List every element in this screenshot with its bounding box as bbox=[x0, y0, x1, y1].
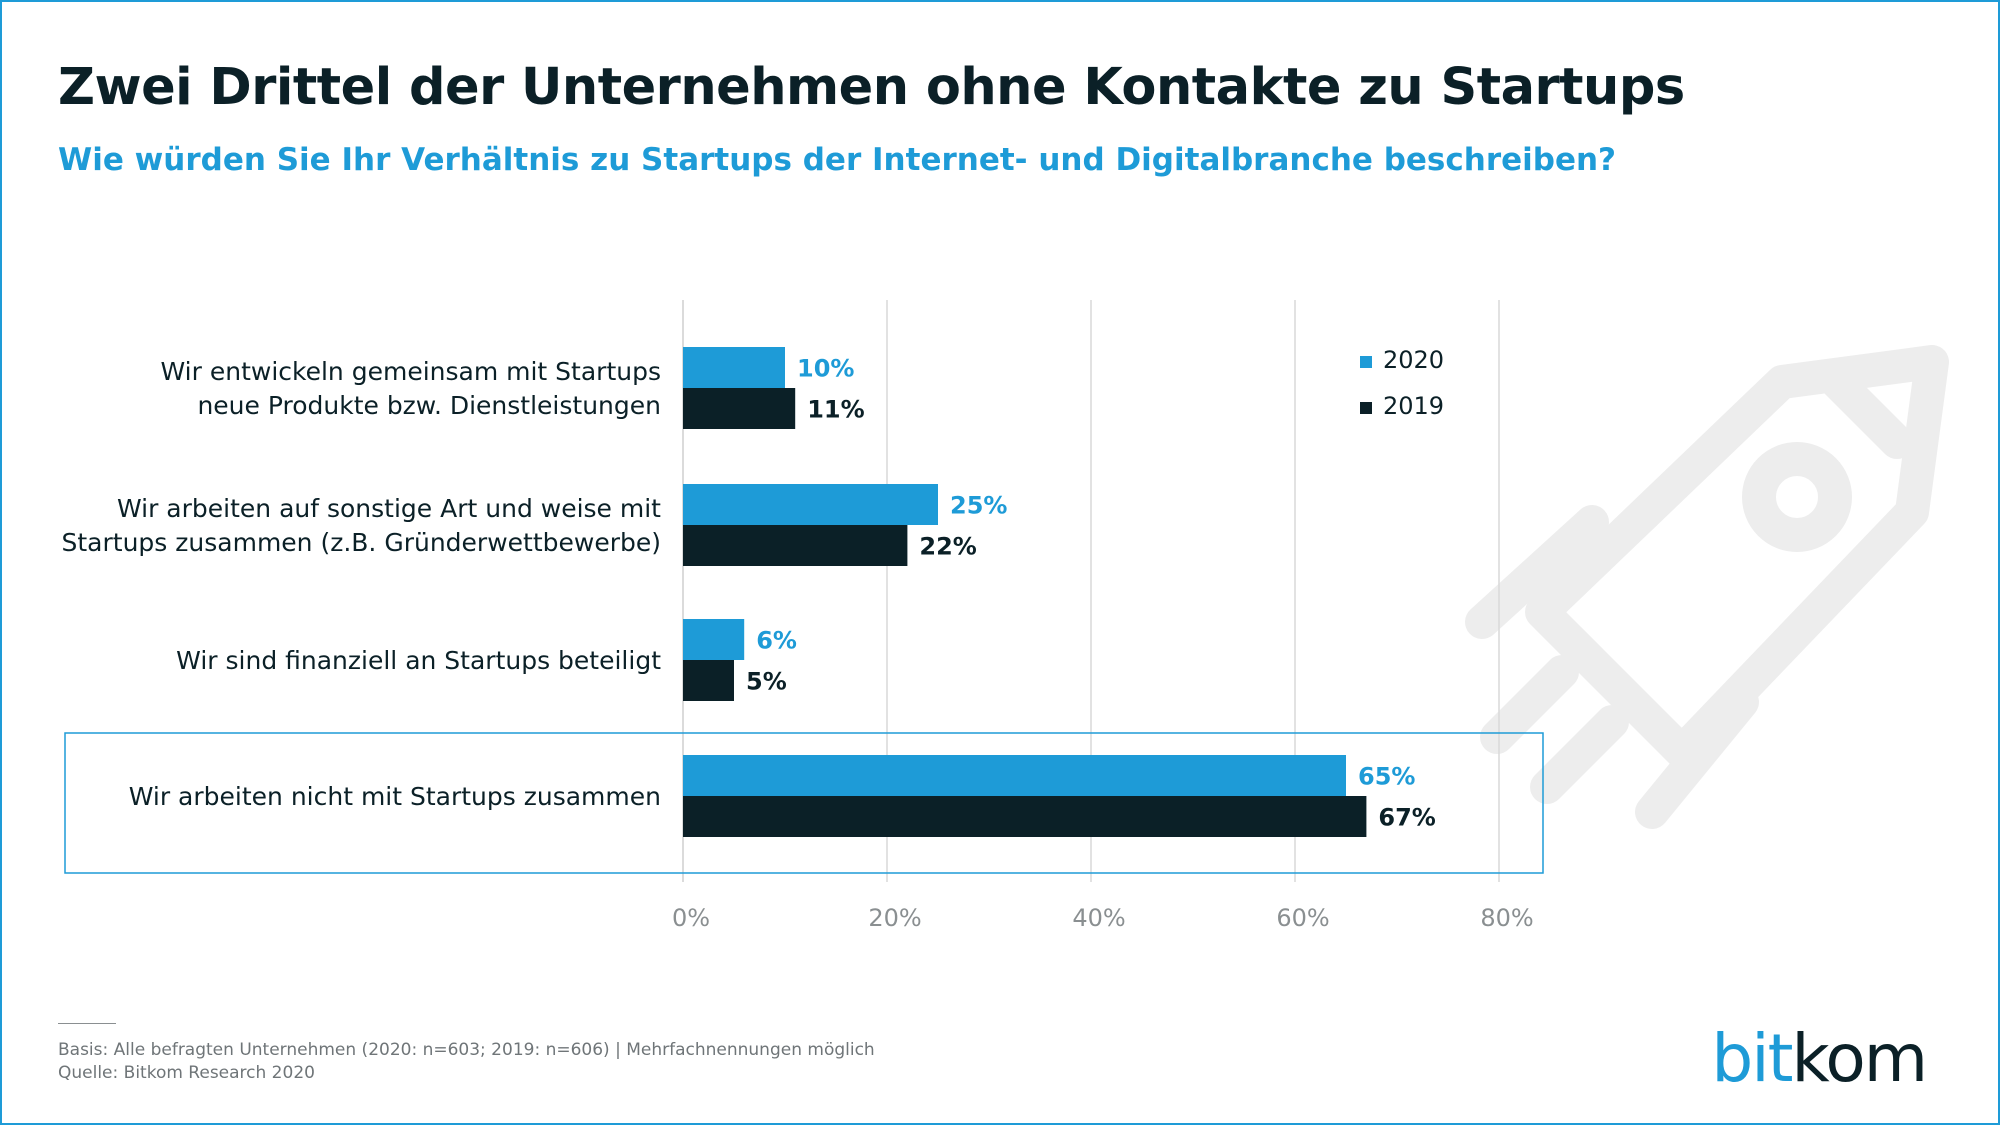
value-label-2019: 5% bbox=[746, 668, 787, 696]
legend-swatch-2019 bbox=[1360, 402, 1372, 414]
x-tick-label: 80% bbox=[1480, 904, 1533, 932]
x-tick-label: 20% bbox=[868, 904, 921, 932]
legend-label-2019: 2019 bbox=[1383, 392, 1444, 420]
value-label-2019: 22% bbox=[919, 533, 976, 561]
chart-subtitle: Wie würden Sie Ihr Verhältnis zu Startup… bbox=[58, 142, 1617, 178]
bar-2020 bbox=[683, 347, 785, 388]
bar-2019 bbox=[683, 796, 1367, 837]
bar-2019 bbox=[683, 388, 796, 429]
category-label-line: neue Produkte bzw. Dienstleistungen bbox=[197, 391, 661, 420]
category-label-line: Wir sind finanziell an Startups beteilig… bbox=[176, 646, 661, 675]
rocket-icon bbox=[1465, 345, 1949, 829]
bar-2020 bbox=[683, 484, 938, 525]
bar-2019 bbox=[683, 660, 734, 701]
basis-note: Basis: Alle befragten Unternehmen (2020:… bbox=[58, 1040, 875, 1060]
value-label-2020: 6% bbox=[756, 627, 797, 655]
highlight-box bbox=[64, 732, 1544, 874]
bitkom-logo: bitkom bbox=[1711, 1020, 1928, 1097]
category-label: Wir arbeiten nicht mit Startups zusammen bbox=[129, 782, 661, 811]
x-tick-label: 40% bbox=[1072, 904, 1125, 932]
x-tick-label: 0% bbox=[672, 904, 710, 932]
category-label-line: Startups zusammen (z.B. Gründerwettbewer… bbox=[62, 528, 661, 557]
category-label: Wir arbeiten auf sonstige Art und weise … bbox=[62, 494, 662, 557]
logo-part-kom: kom bbox=[1791, 1020, 1928, 1097]
category-label: Wir sind finanziell an Startups beteilig… bbox=[176, 646, 661, 675]
bar-2020 bbox=[683, 619, 745, 660]
category-label: Wir entwickeln gemeinsam mit Startups neu… bbox=[161, 357, 662, 420]
value-label-2020: 10% bbox=[797, 355, 854, 383]
footer-divider bbox=[58, 1023, 116, 1024]
value-label-2020: 25% bbox=[950, 492, 1007, 520]
value-label-2020: 65% bbox=[1358, 763, 1415, 791]
value-label-2019: 11% bbox=[807, 396, 864, 424]
legend-label-2020: 2020 bbox=[1383, 346, 1444, 374]
category-label-line: Wir entwickeln gemeinsam mit Startups bbox=[161, 357, 662, 386]
category-label-line: Wir arbeiten auf sonstige Art und weise … bbox=[117, 494, 661, 523]
x-tick-label: 60% bbox=[1276, 904, 1329, 932]
category-label-line: Wir arbeiten nicht mit Startups zusammen bbox=[129, 782, 661, 811]
bar-2019 bbox=[683, 525, 908, 566]
value-label-2019: 67% bbox=[1378, 804, 1435, 832]
source-note: Quelle: Bitkom Research 2020 bbox=[58, 1063, 315, 1083]
chart-title: Zwei Drittel der Unternehmen ohne Kontak… bbox=[58, 58, 1685, 117]
legend-swatch-2020 bbox=[1360, 356, 1372, 368]
logo-part-bit: bit bbox=[1711, 1020, 1793, 1097]
bar-2020 bbox=[683, 755, 1346, 796]
